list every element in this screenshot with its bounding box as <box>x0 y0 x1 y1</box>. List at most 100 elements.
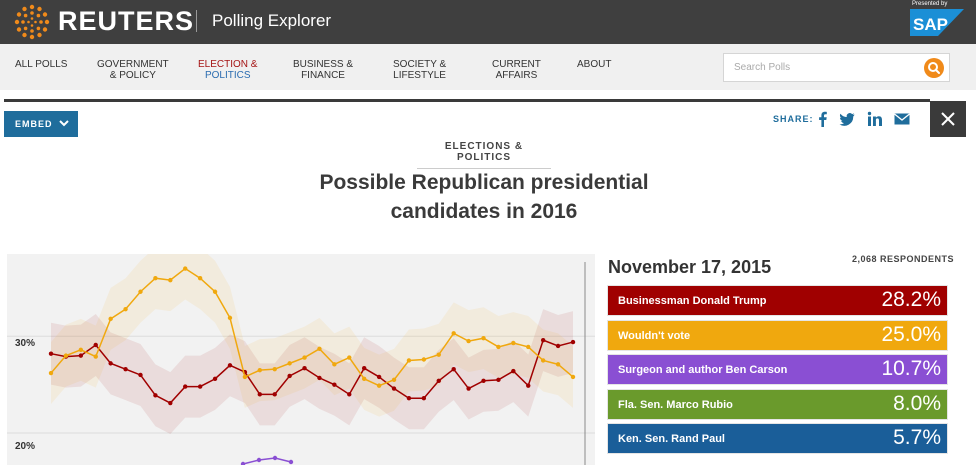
data-point <box>287 373 292 379</box>
nav-government-policy-line1: GOVERNMENT <box>97 59 169 70</box>
nav-business-finance-line1: BUSINESS & <box>293 59 354 70</box>
data-point <box>168 277 173 283</box>
nav-about[interactable]: ABOUT <box>577 59 611 70</box>
twitter-icon[interactable] <box>839 111 855 127</box>
close-icon <box>941 112 955 126</box>
email-icon[interactable] <box>894 111 910 127</box>
presented-by-label: Presented by <box>912 1 948 7</box>
confidence-band <box>51 254 573 417</box>
data-point <box>481 336 486 341</box>
result-row-trump[interactable]: Businessman Donald Trump 28.2% <box>607 285 948 316</box>
data-point <box>362 376 367 382</box>
sap-logo-icon[interactable]: SAP <box>910 9 964 36</box>
nav-business-finance[interactable]: BUSINESS & FINANCE <box>293 59 353 81</box>
result-value: 10.7% <box>881 357 941 380</box>
nav-all-polls-label: ALL POLLS <box>15 59 68 70</box>
data-point <box>212 376 218 382</box>
data-point <box>123 366 128 372</box>
data-point <box>317 375 322 381</box>
logo-divider <box>196 10 197 32</box>
close-button[interactable] <box>930 101 966 137</box>
sap-logo-text: SAP <box>913 15 948 34</box>
series-line <box>50 339 574 404</box>
data-point <box>406 358 412 363</box>
facebook-icon[interactable] <box>815 111 831 127</box>
data-point <box>302 366 307 371</box>
nav-all-polls[interactable]: ALL POLLS <box>15 59 67 70</box>
data-point <box>242 374 248 380</box>
data-point <box>511 340 516 346</box>
result-row-paul[interactable]: Ken. Sen. Rand Paul 5.7% <box>607 423 948 454</box>
reuters-logo-icon[interactable] <box>14 4 50 40</box>
main-nav: ALL POLLS GOVERNMENT & POLICY ELECTION &… <box>0 44 976 90</box>
data-point <box>93 342 98 348</box>
data-point <box>496 377 501 383</box>
top-bar: REUTERS Polling Explorer Presented by SA… <box>0 0 976 44</box>
data-point <box>451 366 456 372</box>
data-point <box>436 352 441 357</box>
search-icon <box>928 62 940 74</box>
results-date: November 17, 2015 <box>608 257 772 277</box>
linkedin-icon[interactable] <box>867 111 883 127</box>
data-point <box>183 266 188 271</box>
data-point <box>78 353 84 358</box>
result-value: 5.7% <box>893 426 941 449</box>
y-tick-label: 30% <box>15 338 36 349</box>
data-point <box>540 337 546 343</box>
nav-current-affairs[interactable]: CURRENT AFFAIRS <box>492 59 541 81</box>
data-point <box>63 353 69 358</box>
result-label: Ken. Sen. Rand Paul <box>618 433 725 445</box>
logo-text[interactable]: REUTERS <box>58 6 195 36</box>
data-point <box>153 275 158 281</box>
data-point <box>138 372 143 378</box>
data-point <box>526 344 531 350</box>
nav-election-politics[interactable]: ELECTION & POLITICS <box>198 59 257 81</box>
data-point <box>240 461 246 465</box>
poll-title: Possible Republican presidential candida… <box>288 168 680 226</box>
data-point <box>138 289 143 294</box>
search-button[interactable] <box>924 58 944 78</box>
app-title[interactable]: Polling Explorer <box>212 11 332 30</box>
data-point <box>481 378 486 383</box>
data-point <box>391 386 397 391</box>
nav-business-finance-line2: FINANCE <box>301 70 345 81</box>
nav-current-affairs-line2: AFFAIRS <box>495 70 538 81</box>
nav-current-affairs-line1: CURRENT <box>492 59 541 70</box>
data-point <box>347 392 352 397</box>
result-label: Businessman Donald Trump <box>618 295 767 307</box>
poll-title-line1: Possible Republican presidential <box>319 171 649 194</box>
panel-top-rule <box>4 99 930 102</box>
result-row-wouldnt-vote[interactable]: Wouldn't vote 25.0% <box>607 320 948 351</box>
data-point <box>272 366 277 372</box>
data-point <box>78 347 84 353</box>
nav-society-lifestyle[interactable]: SOCIETY & LIFESTYLE <box>393 59 446 81</box>
search-box <box>723 53 950 82</box>
data-point <box>272 392 277 397</box>
nav-government-policy-line2: & POLICY <box>109 70 156 81</box>
result-value: 8.0% <box>893 392 941 415</box>
data-point <box>421 396 427 401</box>
nav-society-lifestyle-line2: LIFESTYLE <box>393 70 446 81</box>
result-row-carson[interactable]: Surgeon and author Ben Carson 10.7% <box>607 354 948 385</box>
poll-title-line2: candidates in 2016 <box>390 200 578 223</box>
data-point <box>168 400 173 406</box>
data-point <box>555 343 561 349</box>
embed-button[interactable]: EMBED <box>4 111 78 137</box>
data-point <box>391 377 397 383</box>
result-row-rubio[interactable]: Fla. Sen. Marco Rubio 8.0% <box>607 389 948 420</box>
data-point <box>108 361 113 366</box>
trend-chart[interactable]: 30% 20% <box>7 254 595 465</box>
data-point <box>108 316 113 322</box>
data-point <box>197 384 203 389</box>
result-label: Wouldn't vote <box>618 330 691 342</box>
data-point <box>257 392 262 397</box>
search-input[interactable] <box>724 54 914 81</box>
section-tag[interactable]: ELECTIONS & POLITICS <box>417 141 551 169</box>
data-point <box>197 275 203 281</box>
trend-chart-svg <box>7 254 595 465</box>
nav-government-policy[interactable]: GOVERNMENT & POLICY <box>97 59 169 81</box>
confidence-band <box>51 309 573 435</box>
nav-election-politics-line2: POLITICS <box>204 70 251 81</box>
data-point <box>288 459 294 465</box>
data-point <box>93 354 98 359</box>
